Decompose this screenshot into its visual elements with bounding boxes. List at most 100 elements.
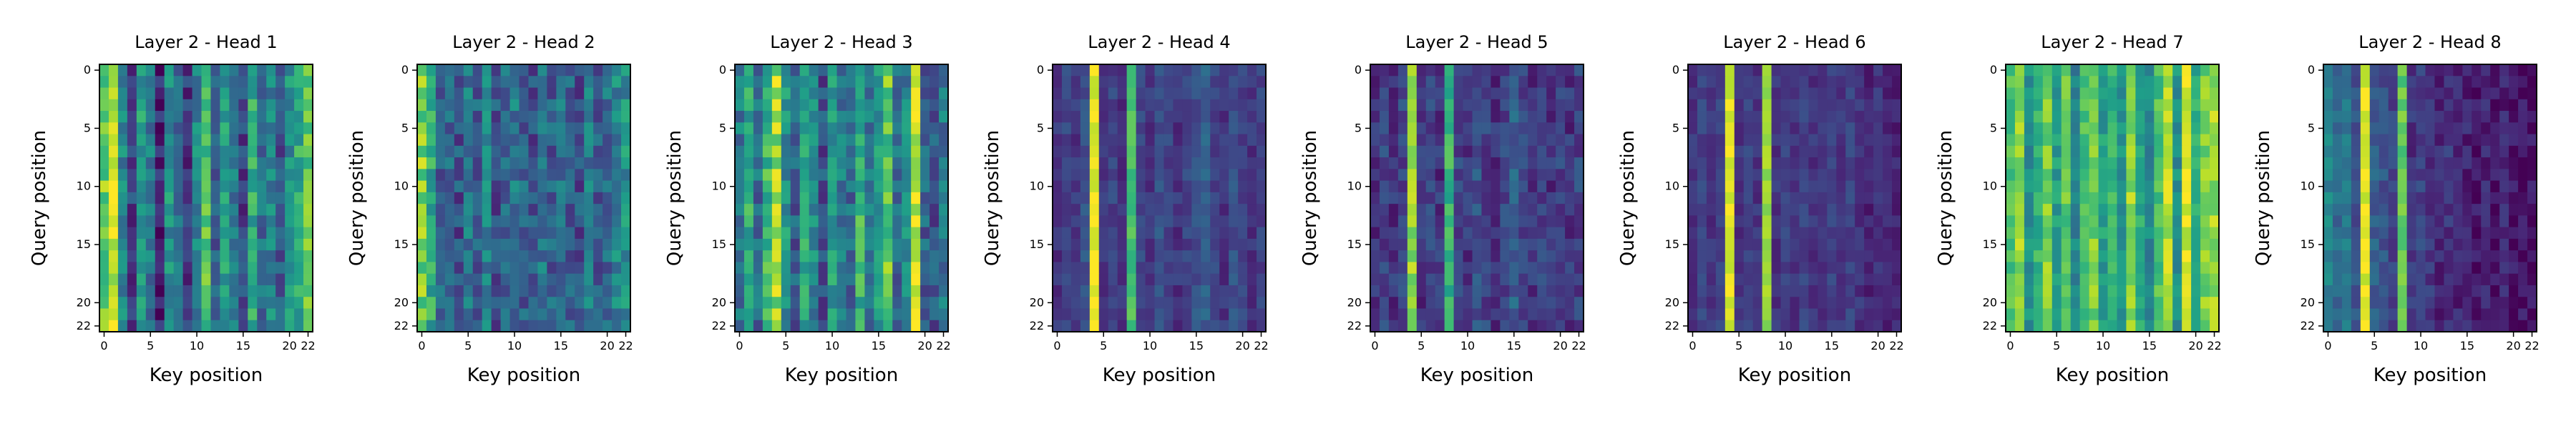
heatmap-cell <box>1453 204 1464 216</box>
heatmap-cell <box>1425 111 1436 123</box>
heatmap-cell <box>864 227 874 240</box>
heatmap-cell <box>1117 285 1128 297</box>
heatmap-cell <box>1827 215 1837 228</box>
heatmap-cell <box>1491 145 1501 158</box>
heatmap-cell <box>2388 169 2399 182</box>
heatmap-cell <box>2006 64 2016 77</box>
heatmap-cell <box>435 320 446 332</box>
heatmap-cell <box>2210 320 2220 332</box>
heatmap-cell <box>472 215 483 228</box>
heatmap-cell <box>1518 227 1528 240</box>
heatmap-cell <box>1061 99 1072 112</box>
heatmap-cell <box>1182 87 1192 100</box>
heatmap-cell <box>2481 297 2491 310</box>
heatmap-cell <box>902 122 912 135</box>
heatmap-cell <box>2172 76 2182 89</box>
heatmap-cell <box>1565 285 1575 297</box>
heatmap-cell <box>1080 64 1091 77</box>
heatmap-cell <box>1247 169 1257 182</box>
heatmap-cell <box>294 99 304 112</box>
heatmap-cell <box>1546 238 1556 251</box>
heatmap-cell <box>2172 215 2182 228</box>
heatmap-cell <box>1145 285 1156 297</box>
heatmap-cell <box>1136 64 1146 77</box>
heatmap-cell <box>846 169 857 182</box>
heatmap-cell <box>1556 285 1566 297</box>
heatmap-cell <box>547 157 557 169</box>
heatmap-cell <box>1201 169 1211 182</box>
heatmap-cell <box>2117 308 2127 321</box>
heatmap-cell <box>1724 262 1735 275</box>
heatmap-cell <box>248 297 258 310</box>
x-tick-label: 22 <box>618 339 633 352</box>
heatmap-cell <box>2490 204 2500 216</box>
heatmap-cell <box>920 238 930 251</box>
heatmap-cell <box>1500 227 1510 240</box>
heatmap-cell <box>491 308 502 321</box>
heatmap-cell <box>1780 273 1791 286</box>
heatmap-cell <box>2360 111 2371 123</box>
heatmap-cell <box>920 320 930 332</box>
heatmap-cell <box>294 157 304 169</box>
heatmap-cell <box>762 134 773 147</box>
heatmap-cell <box>1790 87 1800 100</box>
heatmap-cell <box>1472 285 1483 297</box>
heatmap-cell <box>164 297 175 310</box>
heatmap-cell <box>2014 285 2025 297</box>
heatmap-cell <box>846 134 857 147</box>
heatmap-cell <box>2191 111 2201 123</box>
heatmap-cell <box>1407 157 1418 169</box>
heatmap-cell <box>220 157 230 169</box>
heatmap-cell <box>201 250 212 263</box>
heatmap-cell <box>2341 215 2352 228</box>
heatmap-cell <box>1238 204 1248 216</box>
heatmap-cell <box>1892 308 1902 321</box>
heatmap-cell <box>519 157 530 169</box>
heatmap-cell <box>743 99 754 112</box>
heatmap-cell <box>1108 285 1118 297</box>
heatmap-cell <box>454 297 464 310</box>
heatmap-cell <box>173 192 184 204</box>
heatmap-cell <box>528 250 539 263</box>
heatmap-cell <box>2444 273 2454 286</box>
heatmap-cell <box>1827 87 1837 100</box>
heatmap-cell <box>2397 157 2408 169</box>
heatmap-cell <box>1771 262 1782 275</box>
heatmap-cell <box>275 99 286 112</box>
heatmap-cell <box>229 99 239 112</box>
heatmap-cell <box>1070 99 1081 112</box>
heatmap-cell <box>930 227 940 240</box>
heatmap-cell <box>753 227 763 240</box>
heatmap-cell <box>799 134 810 147</box>
heatmap-cell <box>1425 180 1436 193</box>
heatmap-cell <box>1808 273 1818 286</box>
heatmap-cell <box>2379 157 2389 169</box>
heatmap-cell <box>1546 111 1556 123</box>
heatmap-cell <box>2434 169 2445 182</box>
heatmap-cell <box>1370 111 1380 123</box>
heatmap-cell <box>2379 215 2389 228</box>
heatmap-cell <box>1724 320 1735 332</box>
heatmap-cell <box>285 204 295 216</box>
heatmap-cell <box>743 273 754 286</box>
heatmap-cell <box>2425 238 2436 251</box>
heatmap-cell <box>2341 262 2352 275</box>
heatmap-cell <box>164 111 175 123</box>
heatmap-cell <box>2126 134 2136 147</box>
heatmap-cell <box>491 64 502 77</box>
heatmap-cell <box>491 297 502 310</box>
heatmap-cell <box>266 215 276 228</box>
heatmap-cell <box>1790 250 1800 263</box>
heatmap-cell <box>2014 308 2025 321</box>
heatmap-cell <box>2518 192 2528 204</box>
heatmap-cell <box>753 273 763 286</box>
heatmap-cell <box>173 204 184 216</box>
heatmap-cell <box>2200 64 2210 77</box>
heatmap-cell <box>556 285 566 297</box>
heatmap-cell <box>2014 320 2025 332</box>
heatmap-cell <box>136 76 147 89</box>
heatmap-cell <box>864 87 874 100</box>
heatmap-cell <box>1883 76 1893 89</box>
heatmap-cell <box>127 285 137 297</box>
heatmap-cell <box>1370 215 1380 228</box>
